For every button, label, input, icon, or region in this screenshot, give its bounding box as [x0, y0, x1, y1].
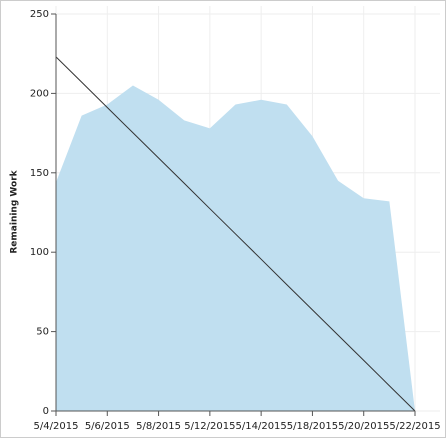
x-tick-label: 5/8/2015: [136, 421, 181, 432]
y-tick-label: 100: [30, 247, 49, 258]
x-tick-label: 5/6/2015: [85, 421, 130, 432]
x-tick-label: 5/14/2015: [236, 421, 287, 432]
y-tick-label: 200: [30, 88, 49, 99]
y-axis-label: Remaining Work: [10, 169, 20, 253]
area: [56, 85, 415, 412]
line: [55, 56, 416, 412]
y-tick-label: 0: [43, 406, 49, 417]
y-tick-label: 250: [30, 9, 49, 20]
x-tick-label: 5/12/2015: [184, 421, 235, 432]
y-tick-label: 50: [36, 327, 49, 338]
x-tick-label: 5/18/2015: [287, 421, 338, 432]
x-tick-label: 5/22/2015: [389, 421, 440, 432]
y-tick-label: 150: [30, 168, 49, 179]
x-tick-label: 5/20/2015: [338, 421, 389, 432]
x-tick-label: 5/4/2015: [34, 421, 79, 432]
